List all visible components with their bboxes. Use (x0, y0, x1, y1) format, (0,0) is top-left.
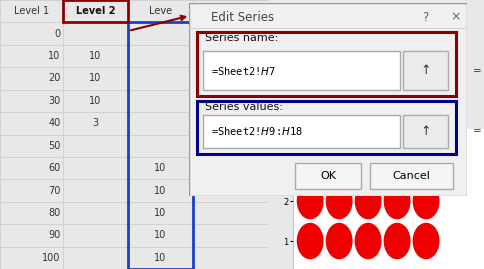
Text: ↑: ↑ (420, 125, 431, 138)
Circle shape (413, 224, 439, 259)
Text: 10: 10 (154, 208, 166, 218)
Circle shape (298, 224, 323, 259)
Bar (203, 115, 400, 148)
Circle shape (326, 183, 352, 219)
Text: 90: 90 (48, 230, 60, 240)
Circle shape (355, 183, 381, 219)
Text: ×: × (450, 11, 461, 24)
Text: Level 1: Level 1 (14, 6, 49, 16)
Text: Series name:: Series name: (206, 33, 279, 43)
Text: 60: 60 (48, 163, 60, 173)
Text: 3: 3 (92, 118, 98, 128)
Text: =Sheet2!$H$7: =Sheet2!$H$7 (211, 65, 276, 77)
Text: 10: 10 (89, 73, 102, 83)
Circle shape (355, 143, 381, 179)
Bar (197, 101, 456, 154)
Text: OK: OK (320, 171, 336, 181)
Circle shape (326, 143, 352, 179)
Text: ↑: ↑ (420, 64, 431, 77)
Text: 10: 10 (154, 253, 166, 263)
Text: Level 2: Level 2 (76, 6, 115, 16)
Text: 10: 10 (154, 186, 166, 196)
Bar (203, 51, 400, 90)
Text: Leve: Leve (149, 6, 172, 16)
Text: 40: 40 (48, 118, 60, 128)
Text: =Sheet2!$H$9:$H$18: =Sheet2!$H$9:$H$18 (211, 125, 303, 137)
Text: 20: 20 (48, 73, 60, 83)
Bar (128, 22, 194, 269)
Text: 10: 10 (89, 51, 102, 61)
Circle shape (384, 224, 410, 259)
Circle shape (413, 143, 439, 179)
Circle shape (298, 183, 323, 219)
Text: 100: 100 (42, 253, 60, 263)
Bar (294, 164, 361, 189)
Text: 70: 70 (48, 186, 60, 196)
Text: 10: 10 (154, 230, 166, 240)
Text: 0: 0 (54, 29, 60, 39)
Text: 80: 80 (48, 208, 60, 218)
Text: Series values:: Series values: (206, 102, 283, 112)
Text: 10: 10 (48, 51, 60, 61)
Circle shape (326, 224, 352, 259)
Bar (197, 32, 456, 96)
Text: Edit Series: Edit Series (211, 11, 274, 24)
Bar (403, 51, 448, 90)
Text: Cancel: Cancel (393, 171, 430, 181)
Bar (403, 115, 448, 148)
Circle shape (298, 143, 323, 179)
Text: 10: 10 (89, 96, 102, 106)
Circle shape (384, 143, 410, 179)
Text: 30: 30 (48, 96, 60, 106)
Text: = Level 2: = Level 2 (472, 66, 484, 76)
Text: ?: ? (423, 11, 429, 24)
Circle shape (413, 183, 439, 219)
Text: 50: 50 (48, 141, 60, 151)
Bar (370, 164, 453, 189)
Circle shape (355, 224, 381, 259)
Bar (63, 0, 128, 22)
Text: = 0, 0, 0, 0, 0,...: = 0, 0, 0, 0, 0,... (472, 126, 484, 136)
Circle shape (384, 183, 410, 219)
Text: 10: 10 (154, 163, 166, 173)
